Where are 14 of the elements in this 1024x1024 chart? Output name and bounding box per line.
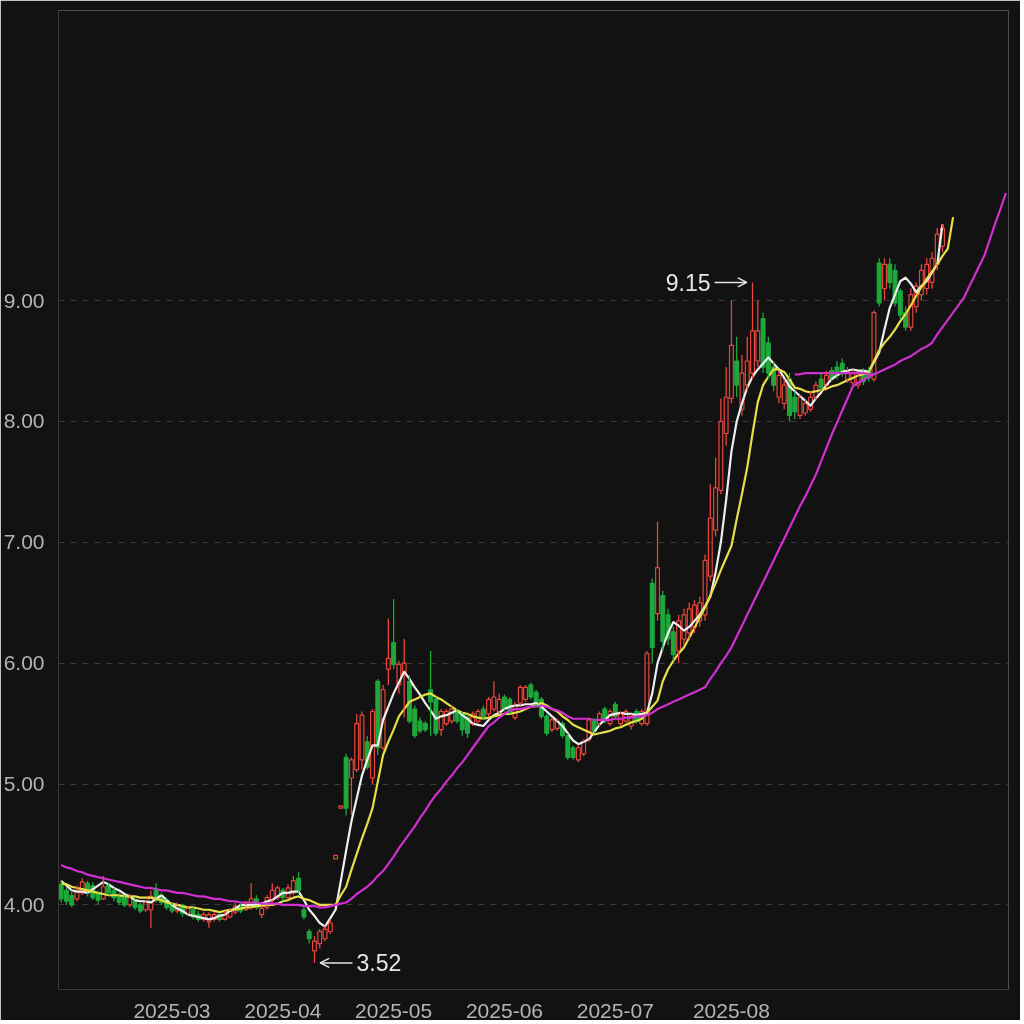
y-tick-label: 5.00 (3, 772, 45, 796)
y-tick-label: 9.00 (3, 288, 45, 312)
annotation: 3.52 (356, 950, 402, 977)
x-tick-label: 2025-03 (133, 998, 211, 1022)
y-tick-label: 6.00 (3, 651, 45, 675)
annotation: 9.15 (665, 269, 711, 296)
y-tick-label: 7.00 (3, 530, 45, 554)
x-tick-label: 2025-04 (244, 998, 322, 1022)
y-tick-label: 4.00 (3, 892, 45, 916)
x-tick-label: 2025-08 (692, 998, 770, 1022)
x-tick-label: 2025-05 (355, 998, 433, 1022)
x-tick-label: 2025-07 (576, 998, 654, 1022)
y-tick-label: 8.00 (3, 409, 45, 433)
x-tick-label: 2025-06 (465, 998, 544, 1022)
